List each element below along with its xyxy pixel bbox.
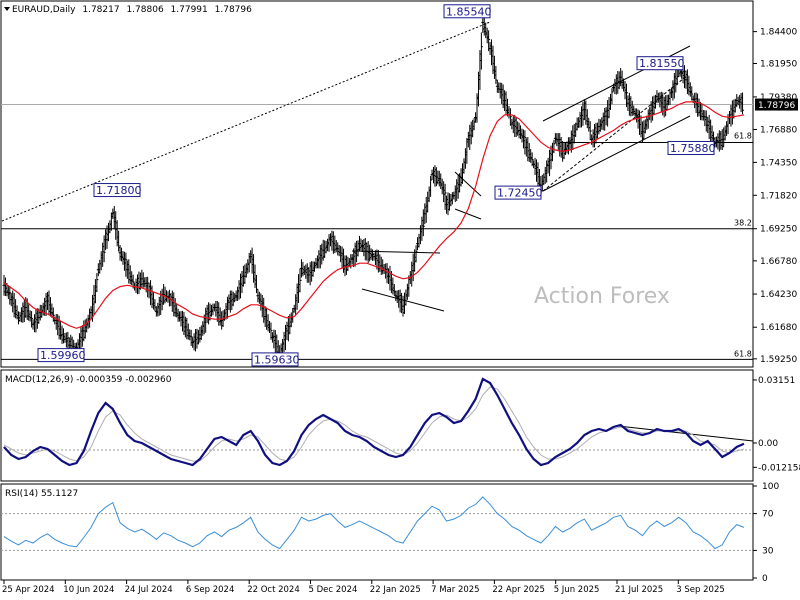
current-price-tag [755,98,798,111]
annotation-label: 1.59960 [40,349,86,362]
price-annotation: 1.71800 [93,183,142,198]
price-bar [487,30,491,52]
macd-axis: 0.03151 0.00 -0.012158 [753,376,800,473]
time-tick-label: 3 Sep 2025 [676,585,724,595]
watermark: Action Forex [534,284,670,309]
price-bar [95,273,99,293]
macd-tick-label: -0.012158 [758,463,800,473]
price-annotation: 1.81550 [636,56,685,71]
price-bar [704,110,708,132]
price-tick-label: 1.61680 [760,323,797,333]
macd-main-line [3,377,745,467]
rsi-line [3,496,745,550]
price-annotation: 1.85540 [443,4,492,19]
current-price-label: 1.78796 [758,101,795,111]
price-bar [443,183,447,210]
macd-title: MACD(12,26,9) -0.000359 -0.002960 [5,375,172,385]
price-annotations: 1.85540 1.81550 1.75880 1.72450 1.71800 1.599… [37,4,716,367]
price-bar [189,329,193,346]
annotation-label: 1.81550 [639,57,685,70]
time-tick-label: 25 Apr 2024 [2,585,55,595]
rsi-levels [1,513,753,551]
rsi-title: RSI(14) 55.1127 [5,489,78,499]
symbol-header: EURAUD,Daily 1.78217 1.78806 1.77991 1.7… [12,5,252,15]
price-bar [298,268,302,293]
time-tick-label: 5 Jun 2025 [554,585,600,595]
price-tick-label: 1.74350 [760,158,797,168]
annotation-label: 1.85540 [446,5,492,18]
annotation-label: 1.71800 [96,184,142,197]
price-annotation: 1.59630 [251,352,300,367]
time-tick-label: 10 Jun 2024 [63,585,114,595]
price-tick-label: 1.71820 [760,191,797,201]
rsi-tick-label: 70 [762,510,774,520]
macd-signal-line [3,386,745,462]
price-tick-label: 1.59250 [760,355,797,365]
price-annotation: 1.75880 [667,140,716,155]
price-axis: 1.84400 1.81950 1.79380 1.76880 1.74350 1.718… [753,28,797,365]
price-bar [690,86,694,101]
price-bar [741,92,745,115]
time-tick-label: 5 Dec 2024 [309,585,358,595]
macd-tick-label: 0.00 [758,439,778,449]
channel-mid-dashed-line [542,74,689,192]
time-tick-label: 21 Jul 2025 [615,585,663,595]
macd-panel-frame [0,369,754,482]
macd-tick-label: 0.03151 [758,376,795,386]
fib-level-label: 61.8 [734,131,752,140]
price-annotation: 1.72450 [494,185,543,200]
moving-average-line [3,101,745,329]
price-bar [8,286,12,305]
price-tick-label: 1.79380 [760,93,797,103]
price-tick-label: 1.69250 [760,225,797,235]
time-tick-label: 6 Sep 2024 [186,585,234,595]
time-axis: 25 Apr 2024 10 Jun 2024 24 Jul 2024 6 Sep 2… [2,580,725,595]
time-tick-label: 22 Oct 2024 [247,585,300,595]
annotation-label: 1.75880 [670,142,716,155]
annotation-label: 1.59630 [254,353,300,366]
price-bar [610,88,614,105]
time-tick-label: 7 Mar 2025 [431,585,479,595]
symbol-dropdown-icon[interactable] [4,7,10,11]
rsi-tick-label: 30 [762,546,774,556]
price-tick-label: 1.84400 [760,28,797,38]
price-tick-label: 1.64230 [760,290,797,300]
price-bars [2,12,745,361]
time-tick-label: 22 Apr 2025 [492,585,545,595]
annotation-label: 1.72450 [497,187,543,200]
price-bar [479,32,483,70]
channel-lower-line [542,115,691,192]
rsi-axis: 100 70 30 0 [753,482,779,584]
fib-level-label: 38.2 [734,219,752,228]
price-bar [588,121,592,141]
price-bar [523,130,527,155]
rsi-tick-label: 0 [762,574,768,584]
time-tick-label: 24 Jul 2024 [125,585,173,595]
rsi-tick-label: 100 [762,482,779,492]
price-tick-label: 1.81950 [760,60,797,70]
price-tick-label: 1.66780 [760,257,797,267]
price-annotation: 1.59960 [37,348,86,363]
price-bar [269,322,273,340]
price-bar [124,252,128,277]
rsi-panel-frame [0,483,754,581]
price-bar [414,245,418,263]
price-tick-label: 1.76880 [760,125,797,135]
price-bar [51,307,55,322]
fib-level-label: 61.8 [734,349,752,358]
time-tick-label: 22 Jan 2025 [370,585,421,595]
flag-lower-line [454,208,482,220]
